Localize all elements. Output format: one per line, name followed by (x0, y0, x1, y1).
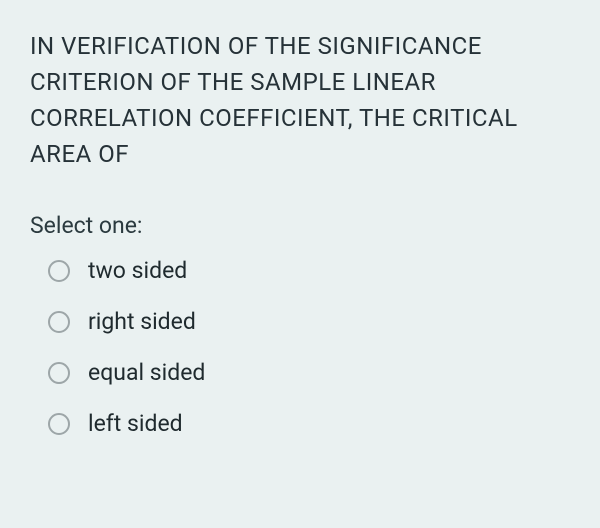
option-left-sided[interactable]: left sided (48, 410, 570, 437)
option-right-sided[interactable]: right sided (48, 308, 570, 335)
radio-icon (48, 311, 70, 333)
select-one-prompt: Select one: (30, 212, 570, 239)
option-label: right sided (88, 308, 196, 335)
option-label: two sided (88, 257, 187, 284)
radio-icon (48, 413, 70, 435)
question-text: IN VERIFICATION OF THE SIGNIFICANCE CRIT… (30, 28, 570, 172)
option-equal-sided[interactable]: equal sided (48, 359, 570, 386)
options-group: two sided right sided equal sided left s… (30, 257, 570, 437)
option-label: left sided (88, 410, 183, 437)
option-two-sided[interactable]: two sided (48, 257, 570, 284)
radio-icon (48, 362, 70, 384)
option-label: equal sided (88, 359, 205, 386)
radio-icon (48, 260, 70, 282)
